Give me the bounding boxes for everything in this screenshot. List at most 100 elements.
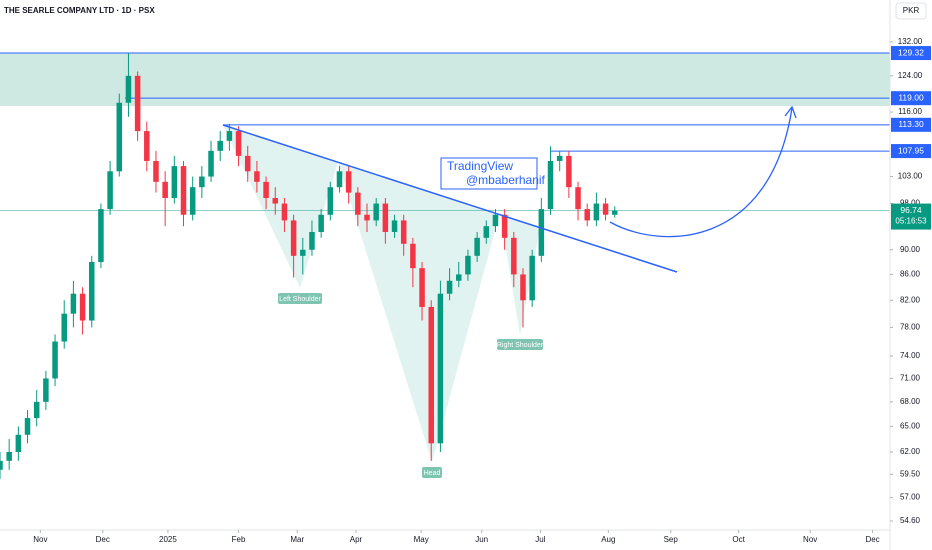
candle-body (153, 160, 159, 182)
candle-body (0, 460, 3, 470)
x-tick-label: Dec (96, 535, 110, 544)
head-label: Head (424, 470, 441, 477)
candle-body (547, 160, 554, 210)
candle-body (437, 293, 444, 444)
candle-body (144, 131, 150, 161)
x-tick-label: Feb (232, 535, 246, 544)
candle-body (98, 209, 104, 262)
y-tick-label: 62.00 (900, 447, 921, 456)
label-box (422, 467, 442, 478)
current-price-label: 96.74 (900, 205, 922, 215)
x-tick-label: Jul (535, 535, 545, 544)
candle-body (272, 198, 279, 204)
watermark: TradingView (447, 159, 513, 173)
candle-body (538, 209, 545, 256)
x-tick-label: Dec (865, 535, 879, 544)
candle-body (611, 210, 618, 215)
y-tick-label: 65.00 (900, 421, 921, 430)
supply-zone (0, 53, 890, 106)
x-tick-label: Nov (803, 535, 817, 544)
level-label: 113.30 (898, 119, 924, 129)
x-tick-label: Nov (33, 535, 47, 544)
y-tick-label: 132.00 (898, 37, 923, 46)
x-tick-label: Jun (475, 535, 488, 544)
candle-body (171, 166, 178, 199)
candle-body (556, 155, 563, 161)
x-tick-label: May (414, 535, 429, 544)
y-tick-label: 71.00 (900, 374, 921, 383)
candle-body (281, 203, 288, 221)
candle-body (566, 155, 572, 188)
candle-body (52, 341, 58, 379)
candle-body (465, 255, 471, 275)
candle-body (254, 171, 260, 182)
y-tick-label: 124.00 (898, 71, 923, 80)
candle-body (593, 203, 600, 221)
y-tick-label: 116.00 (898, 107, 922, 116)
candle-body (300, 249, 306, 256)
candle-body (107, 171, 113, 210)
level-label: 119.00 (898, 92, 924, 102)
y-tick-label: 82.00 (900, 295, 921, 304)
candle-body (400, 220, 407, 244)
y-tick-label: 68.00 (900, 397, 921, 406)
candle-body (428, 306, 434, 444)
candle-body (162, 181, 168, 199)
label-box (278, 293, 322, 304)
countdown: 05:16:53 (895, 217, 927, 226)
y-tick-label: 54.60 (900, 516, 921, 525)
candle-body (226, 131, 233, 141)
candle-body (61, 313, 67, 342)
label-box (497, 339, 543, 350)
candle-body (364, 214, 370, 221)
x-tick-label: Mar (290, 535, 304, 544)
x-tick-label: Oct (732, 535, 745, 544)
level-label-box (891, 46, 931, 61)
level-label: 107.95 (898, 145, 924, 155)
y-tick-label: 74.00 (900, 351, 921, 360)
candle-body (244, 155, 251, 172)
level-label: 129.32 (898, 47, 924, 57)
candle-body (208, 150, 214, 177)
y-tick-label: 103.00 (898, 172, 923, 181)
projection-arrow (609, 107, 793, 238)
candle-body (189, 187, 196, 215)
currency: PKR (903, 6, 920, 15)
current-price-box (891, 203, 931, 230)
watermark-box (440, 157, 538, 190)
candle-body (180, 166, 187, 215)
candle-body (373, 203, 379, 221)
candle-body (327, 187, 334, 215)
candle-body (575, 187, 581, 210)
y-tick-label: 86.00 (900, 270, 921, 279)
candle-body (199, 176, 205, 188)
y-tick-label: 98.00 (900, 199, 921, 208)
x-tick-label: Aug (601, 535, 615, 544)
candle-body (290, 220, 297, 256)
currency-box (895, 2, 927, 20)
y-tick-label: 78.00 (900, 323, 921, 332)
left-shoulder-label: Left Shoulder (279, 296, 321, 303)
candle-body (116, 102, 123, 172)
x-tick-label: Apr (350, 535, 363, 544)
level-label-box (891, 91, 931, 106)
candle-body (410, 243, 416, 269)
trendline (222, 124, 678, 273)
x-tick-label: Sep (664, 535, 679, 544)
candle-body (217, 140, 223, 151)
candle-body (419, 268, 425, 307)
candle-body (33, 401, 40, 419)
candle-body (355, 192, 361, 215)
x-tick-label: 2025 (159, 535, 177, 544)
candle-body (89, 261, 95, 321)
candle-body (492, 214, 499, 227)
level-label-box (891, 144, 931, 159)
candle-body (79, 293, 86, 321)
candle-body (529, 255, 535, 301)
candle-body (15, 434, 22, 453)
candle-body (584, 209, 590, 221)
y-tick-label: 59.50 (900, 469, 921, 478)
candle-body (336, 171, 343, 188)
candle-body (309, 231, 315, 250)
